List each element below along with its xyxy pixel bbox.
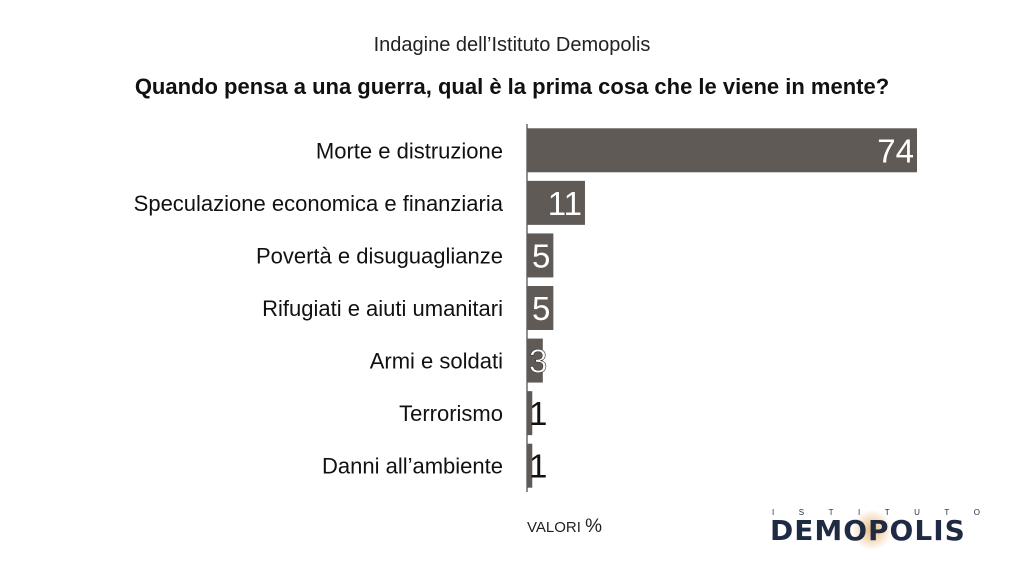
category-label: Terrorismo xyxy=(399,401,503,426)
logo-letter: O xyxy=(973,508,980,517)
bar xyxy=(527,233,554,278)
chart-title: Quando pensa a una guerra, qual è la pri… xyxy=(134,74,890,99)
value-label: 5 xyxy=(532,237,550,274)
category-label: Speculazione economica e finanziaria xyxy=(134,191,504,216)
logo-letter: I xyxy=(857,508,861,517)
logo-main-text: DEMOPOLIS xyxy=(770,514,966,547)
bar xyxy=(527,180,585,225)
chart-subtitle: Indagine dell’Istituto Demopolis xyxy=(373,34,651,56)
bar xyxy=(527,128,917,173)
bar xyxy=(527,286,554,330)
logo-letter: T xyxy=(828,508,834,517)
value-label: 5 xyxy=(532,290,550,327)
category-label: Danni all’ambiente xyxy=(322,454,503,479)
bar xyxy=(527,391,533,436)
logo-letter: T xyxy=(944,508,950,517)
logo-letter: S xyxy=(798,508,805,517)
value-label: 1 xyxy=(529,448,547,485)
value-label: 11 xyxy=(548,185,582,222)
units-label: VALORI xyxy=(527,519,581,536)
logo-letter: T xyxy=(884,508,890,517)
bar xyxy=(527,443,533,488)
value-label: 74 xyxy=(877,132,914,169)
category-label: Morte e distruzione xyxy=(316,138,503,163)
logo-letter: U xyxy=(914,508,920,517)
bar xyxy=(527,338,543,383)
category-label: Armi e soldati xyxy=(370,349,503,374)
value-label: 3 xyxy=(529,343,547,380)
units-symbol: % xyxy=(585,516,602,537)
units-note: VALORI % xyxy=(527,516,602,538)
value-label: 1 xyxy=(529,395,547,432)
logo-letter: I xyxy=(772,508,775,517)
demopolis-logo: I S T I T U T O DEMOPOLIS xyxy=(770,508,982,550)
category-label: Rifugiati e aiuti umanitari xyxy=(262,296,503,321)
logo-glow xyxy=(852,510,892,550)
category-label: Povertà e disuguaglianze xyxy=(256,243,503,268)
